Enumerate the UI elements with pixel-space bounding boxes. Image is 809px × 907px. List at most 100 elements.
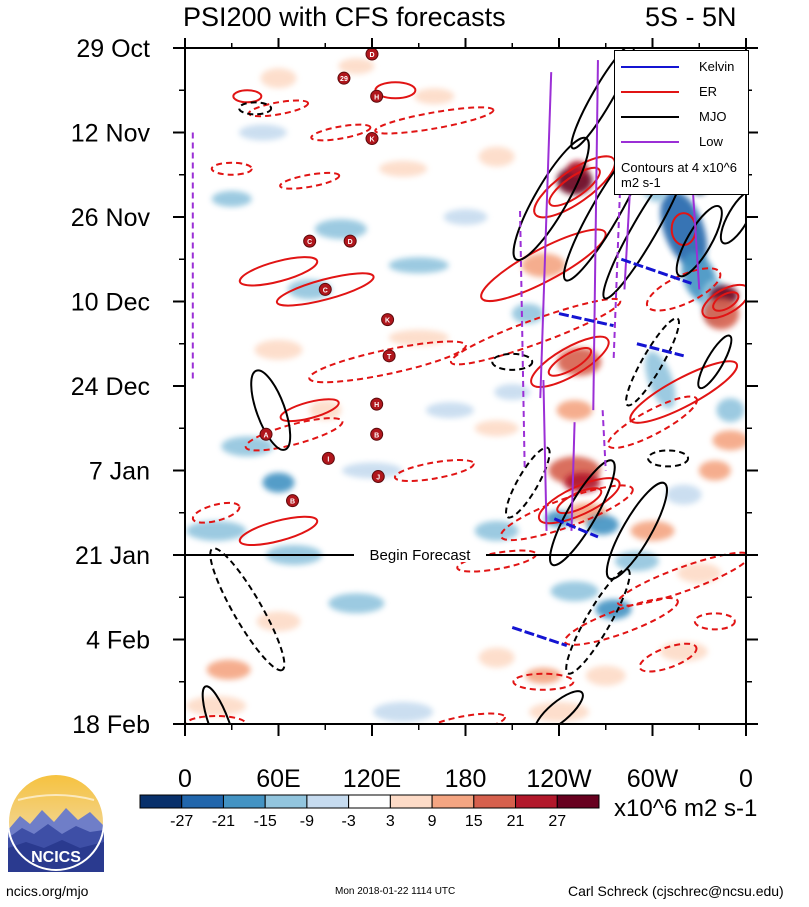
- storm-marker: C: [303, 234, 317, 248]
- storm-marker-label: H: [374, 94, 379, 101]
- contour-line: [374, 106, 495, 135]
- shading-patch: [665, 484, 702, 505]
- storm-icon: [370, 397, 384, 411]
- shading-patch: [645, 351, 676, 409]
- storm-icon: [286, 494, 300, 508]
- storm-marker-label: D: [369, 52, 374, 59]
- legend-swatch: [621, 116, 679, 118]
- contour-line: [645, 267, 722, 312]
- shading-patch: [186, 695, 247, 716]
- storm-marker-label: C: [323, 287, 328, 294]
- shading-patch: [716, 398, 745, 423]
- low-contour: [539, 72, 553, 399]
- shading-patch: [328, 593, 385, 614]
- contour-line: [565, 568, 631, 675]
- colorbar-label: -27: [170, 813, 193, 830]
- contour-line: [505, 446, 551, 519]
- legend-item-kelvin: Kelvin: [615, 57, 748, 77]
- storm-icon: [259, 427, 273, 441]
- storm-icon: [343, 234, 357, 248]
- legend-item-low: Low: [615, 132, 748, 152]
- storm-marker-label: K: [385, 318, 390, 325]
- low-contour: [612, 72, 626, 362]
- chart-title: PSI200 with CFS forecasts: [183, 2, 506, 32]
- storm-marker-label: A: [264, 432, 269, 439]
- colorbar-label: -9: [300, 813, 314, 830]
- shading-patch: [254, 339, 303, 360]
- contour-line: [647, 449, 690, 468]
- colorbar-swatch: [515, 794, 558, 809]
- storm-icon: [370, 89, 384, 103]
- shading-patch: [585, 665, 626, 686]
- storm-icon: [381, 313, 395, 327]
- storm-marker: T: [382, 349, 396, 363]
- colorbar-label: 15: [465, 813, 483, 830]
- storm-icon: [303, 234, 317, 248]
- storm-marker-label: H: [374, 402, 379, 409]
- shading-patch: [314, 219, 367, 240]
- shading-patch: [373, 701, 434, 722]
- y-tick-label: 12 Nov: [71, 120, 151, 148]
- y-tick-label: 18 Feb: [72, 711, 150, 739]
- colorbar-label: 3: [386, 813, 395, 830]
- colorbar-label: 9: [428, 813, 437, 830]
- contour-line: [547, 347, 593, 377]
- kelvin-contour: [558, 312, 614, 328]
- footer-url: ncics.org/mjo: [6, 883, 89, 899]
- forecast-label-bg: [354, 545, 486, 562]
- contour-line: [534, 690, 584, 724]
- contour-line: [556, 487, 603, 515]
- shading-patch: [342, 462, 402, 479]
- contour-line: [425, 712, 506, 724]
- shading-patch: [703, 297, 740, 330]
- colorbar-label: 21: [507, 813, 525, 830]
- shading-patch: [309, 400, 342, 421]
- shading-patch: [521, 253, 566, 278]
- storm-marker-label: C: [307, 239, 312, 246]
- legend-label: MJO: [699, 109, 727, 124]
- contour-line: [201, 685, 237, 724]
- shading-patch: [525, 667, 562, 684]
- colorbar-label: -3: [342, 813, 356, 830]
- contour-line: [210, 161, 253, 176]
- x-tick-label: 60E: [256, 765, 300, 793]
- storm-icon: [337, 71, 351, 85]
- x-tick-label: 180: [445, 765, 487, 793]
- legend-label: Kelvin: [699, 59, 735, 74]
- colorbar-label: -21: [212, 813, 235, 830]
- storm-marker: H: [370, 89, 384, 103]
- contour-line: [393, 458, 475, 483]
- contour-line: [570, 48, 635, 150]
- colorbar-swatch: [222, 794, 266, 809]
- low-contour: [601, 410, 607, 471]
- legend-label: Low: [699, 134, 723, 149]
- shading-patch: [494, 384, 531, 401]
- footer-timestamp: Mon 2018-01-22 1114 UTC: [335, 886, 456, 897]
- shading-patch: [443, 209, 488, 225]
- colorbar-swatch: [431, 794, 475, 809]
- storm-marker: D: [365, 47, 379, 61]
- contour-line: [238, 101, 273, 116]
- contour-line: [638, 642, 698, 673]
- storm-marker-label: T: [387, 354, 392, 361]
- colorbar-units: x10^6 m2 s-1: [614, 795, 758, 822]
- low-contour: [519, 210, 526, 471]
- colorbar-swatch: [348, 794, 391, 809]
- legend-swatch: [621, 66, 679, 68]
- shading-patch: [660, 190, 707, 268]
- contour-line: [548, 166, 601, 207]
- contour-line: [563, 596, 679, 646]
- kelvin-contour: [511, 626, 568, 647]
- low-contour: [570, 422, 576, 531]
- colorbar-swatch: [556, 794, 600, 809]
- contour-line: [191, 501, 241, 524]
- contour-line: [308, 340, 467, 384]
- x-tick-label: 0: [739, 765, 753, 793]
- shading-patch: [186, 520, 247, 541]
- x-tick-label: 60W: [627, 765, 679, 793]
- colorbar-swatch: [473, 794, 517, 809]
- storm-icon: [382, 349, 396, 363]
- shading-patch: [388, 329, 449, 346]
- x-axis: 0 60E 120E 180 120W 60W 0: [178, 38, 753, 793]
- region-label: 5S - 5N: [645, 2, 737, 32]
